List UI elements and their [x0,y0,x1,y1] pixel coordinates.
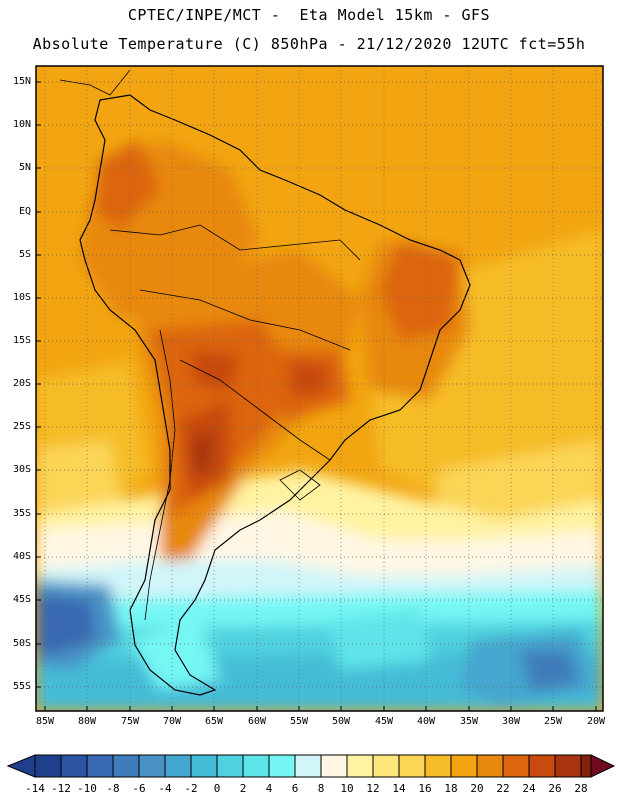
colorbar-box [580,754,592,778]
border-chile-argentina [144,329,176,621]
lat-label: 30S [12,464,31,475]
lat-label: 5N [18,162,31,173]
colorbar-label: 8 [317,782,325,795]
border-uruguay [279,469,321,501]
colorbar-box [138,754,166,778]
lon-label: 50W [331,716,351,727]
border-bolivia-brazil [139,289,351,351]
title-line-2: Absolute Temperature (C) 850hPa - 21/12/… [32,35,586,53]
colorbar-box [450,754,478,778]
graticule [36,66,603,711]
south-america-coastline [79,94,471,696]
colorbar-label: 22 [496,782,510,795]
colorbar-label: -10 [77,782,97,795]
lat-label: 25S [12,421,31,432]
lon-label: 60W [247,716,267,727]
lon-label: 35W [459,716,479,727]
lat-label: 5S [18,249,31,260]
colorbar-box [346,754,374,778]
lon-label: 45W [374,716,394,727]
colorbar-box [320,754,348,778]
colorbar-label: 24 [522,782,536,795]
colorbar-box [164,754,192,778]
lon-label: 70W [162,716,182,727]
colorbar-label: 6 [291,782,299,795]
lon-label: 30W [501,716,521,727]
colorbar-box [372,754,400,778]
colorbar-box [502,754,530,778]
lon-label: 65W [204,716,224,727]
lon-label: 55W [289,716,309,727]
border-paraguay-argentina [179,359,331,461]
colorbar-box [476,754,504,778]
colorbar-label: 28 [574,782,588,795]
title-line-1: CPTEC/INPE/MCT - Eta Model 15km - GFS [127,6,491,24]
colorbar-label: -2 [184,782,198,795]
colorbar-label: 18 [444,782,458,795]
colorbar-label: 20 [470,782,484,795]
colorbar-label: 2 [239,782,247,795]
lat-label: 50S [12,638,31,649]
lat-label: 35S [12,508,31,519]
lon-label: 85W [35,716,55,727]
axis-ticks [36,81,597,711]
colorbar-label: 26 [548,782,562,795]
colorbar-label: -12 [51,782,71,795]
lon-label: 80W [77,716,97,727]
lat-label: 45S [12,594,31,605]
lon-label: 40W [416,716,436,727]
colorbar-box [398,754,426,778]
warm-core-northeast-brazil [380,240,460,340]
colorbar-box [34,754,62,778]
colorbar-high-arrow [590,754,616,778]
colorbar-box [528,754,556,778]
colorbar [6,754,616,778]
colorbar-box [294,754,322,778]
colorbar-label: 16 [418,782,432,795]
colorbar-box [268,754,296,778]
colorbar-label: -8 [106,782,120,795]
lon-label: 75W [120,716,140,727]
lat-label: 40S [12,551,31,562]
border-north [109,224,361,261]
lat-label: 10N [12,119,31,130]
colorbar-label: 4 [265,782,273,795]
colorbar-box [216,754,244,778]
colorbar-label: -6 [132,782,146,795]
colorbar-box [190,754,218,778]
colorbar-label: 0 [213,782,221,795]
central-america-coast [59,69,131,96]
lon-label: 25W [543,716,563,727]
lon-label: 20W [586,716,606,727]
lat-label: 10S [12,292,31,303]
lat-label: 20S [12,378,31,389]
lat-label: 15S [12,335,31,346]
colorbar-label: 14 [392,782,406,795]
colorbar-box [554,754,582,778]
colorbar-label: -4 [158,782,172,795]
colorbar-label: -14 [25,782,45,795]
colorbar-low-arrow [6,754,36,778]
colorbar-box [424,754,452,778]
lat-label: 55S [12,681,31,692]
map-frame [35,65,604,712]
lat-label: EQ [18,206,31,217]
colorbar-label: 12 [366,782,380,795]
colorbar-label: 10 [340,782,354,795]
colorbar-box [242,754,270,778]
colorbar-box [60,754,88,778]
colorbar-box [112,754,140,778]
colorbar-box [86,754,114,778]
temperature-field [36,66,603,711]
lat-label: 15N [12,76,31,87]
